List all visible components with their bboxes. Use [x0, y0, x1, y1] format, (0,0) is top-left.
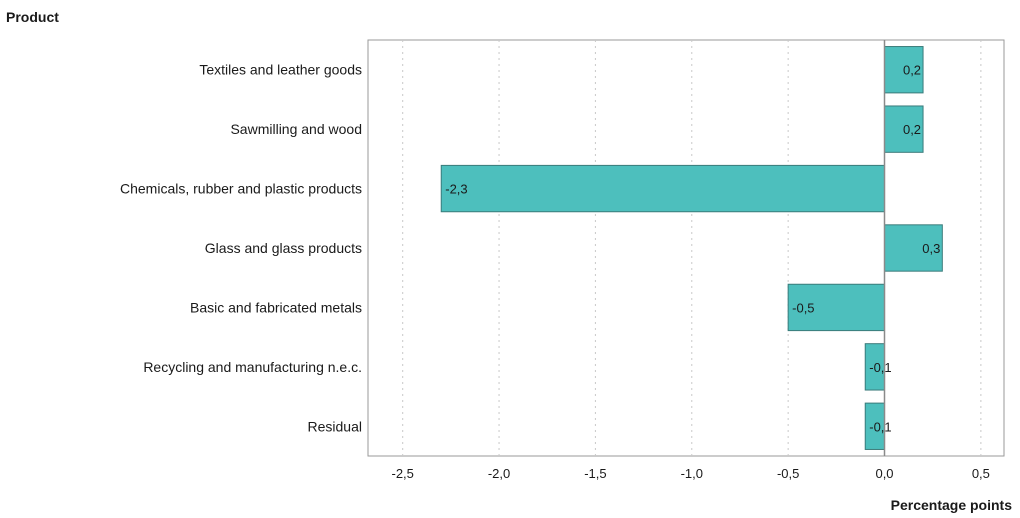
x-tick-label: -1,0	[681, 466, 703, 481]
category-label: Glass and glass products	[205, 240, 362, 256]
category-label: Residual	[308, 418, 362, 434]
data-label: -0,5	[792, 300, 814, 315]
data-label: 0,3	[922, 241, 940, 256]
data-label: 0,2	[903, 122, 921, 137]
bar	[441, 165, 884, 211]
category-label: Textiles and leather goods	[199, 62, 362, 78]
x-tick-label: -0,5	[777, 466, 799, 481]
x-tick-label: -2,0	[488, 466, 510, 481]
x-tick-label: -2,5	[391, 466, 413, 481]
data-label: -0,1	[869, 360, 891, 375]
category-label: Chemicals, rubber and plastic products	[120, 181, 362, 197]
data-label: 0,2	[903, 63, 921, 78]
x-tick-label: 0,5	[972, 466, 990, 481]
category-label: Recycling and manufacturing n.e.c.	[143, 359, 362, 375]
data-label: -2,3	[445, 182, 467, 197]
category-label: Basic and fabricated metals	[190, 299, 362, 315]
category-label: Sawmilling and wood	[230, 121, 362, 137]
x-tick-label: -1,5	[584, 466, 606, 481]
data-label: -0,1	[869, 419, 891, 434]
x-tick-label: 0,0	[875, 466, 893, 481]
